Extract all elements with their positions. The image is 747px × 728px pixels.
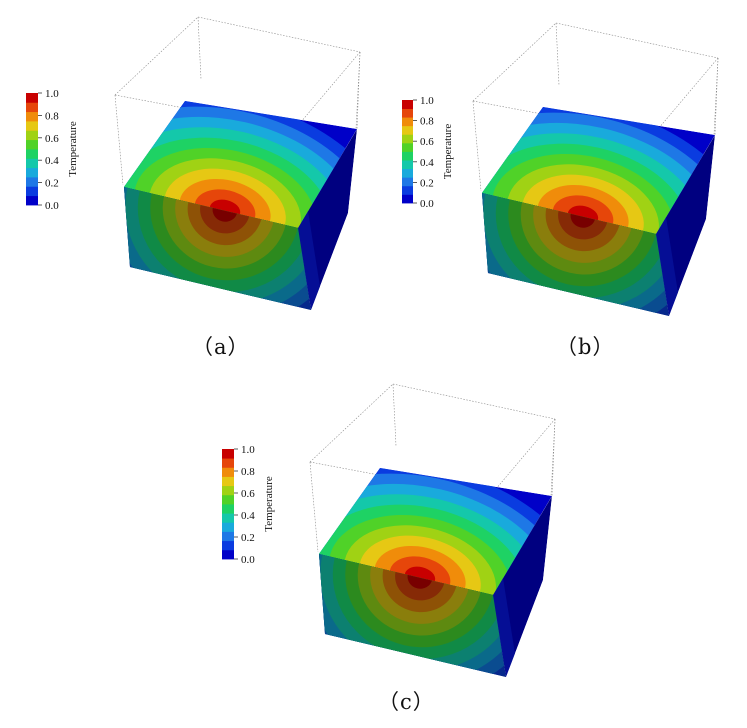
colorbar-segment	[222, 504, 234, 514]
colorbar-segment	[222, 485, 234, 496]
bounding-wireframe-edge	[714, 57, 719, 136]
colorbar-segment	[26, 149, 38, 159]
colorbar-segment	[26, 102, 38, 113]
colorbar-segment	[222, 458, 234, 468]
colorbar-a: 0.0 0.2 0.4 0.6 0.8 1.0 Temperature	[26, 88, 79, 212]
colorbar-b: 0.0 0.2 0.4 0.6 0.8 1.0 Temperature	[402, 95, 454, 210]
bounding-wireframe-edge	[555, 22, 560, 86]
colorbar-c: 0.0 0.2 0.4 0.6 0.8 1.0 Temperature	[222, 444, 275, 566]
colorbar-segment	[402, 177, 413, 187]
colorbar-segment	[402, 142, 413, 152]
colorbar-segment	[222, 522, 234, 532]
right-face	[493, 496, 552, 677]
colorbar-segment	[26, 158, 38, 169]
colorbar-tick-label: 0.4	[45, 155, 59, 167]
bounding-wireframe-edge	[472, 22, 557, 102]
colorbar-tick-label: 0.2	[420, 177, 434, 189]
colorbar-segment	[26, 93, 38, 103]
bounding-wireframe-edge	[197, 16, 361, 53]
colorbar-segment	[26, 111, 38, 122]
bounding-wireframe-edge	[489, 418, 556, 497]
colorbar-segment	[222, 531, 234, 542]
panel-b: 0.0 0.2 0.4 0.6 0.8 1.0 Temperature （b）	[358, 0, 747, 360]
colorbar-title: Temperature	[67, 121, 79, 177]
temperature-box-b	[472, 22, 719, 316]
colorbar-title: Temperature	[263, 476, 275, 532]
colorbar-tick-label: 0.0	[241, 554, 255, 566]
panel-a: 0.0 0.2 0.4 0.6 0.8 1.0 Temperature （a）	[0, 0, 380, 360]
colorbar-tick-label: 0.0	[45, 200, 59, 212]
colorbar-segment	[222, 467, 234, 477]
colorbar-tick-label: 0.4	[241, 510, 255, 522]
bounding-wireframe-edge	[550, 418, 556, 497]
colorbar-segment	[222, 449, 234, 459]
colorbar-segment	[26, 195, 38, 206]
colorbar-segment	[26, 186, 38, 197]
bounding-wireframe-edge	[472, 100, 482, 192]
bounding-wireframe-edge	[392, 383, 397, 447]
bounding-wireframe-edge	[555, 22, 719, 59]
bounding-wireframe-edge	[114, 94, 296, 130]
colorbar-segment	[402, 160, 413, 170]
bounding-wireframe-edge	[551, 418, 556, 497]
right-face-shade	[298, 211, 321, 310]
bounding-wireframe-edge	[294, 51, 361, 130]
bounding-wireframe-edge	[356, 51, 361, 130]
colorbar-tick-label: 1.0	[241, 444, 255, 456]
caption-c: （c）	[378, 690, 435, 714]
bounding-wireframe-edge	[713, 57, 719, 136]
colorbar-tick-label: 0.6	[241, 488, 255, 500]
colorbar-tick-label: 0.8	[45, 110, 59, 122]
panel-c: 0.0 0.2 0.4 0.6 0.8 1.0 Temperature （c）	[196, 362, 596, 728]
bounding-wireframe-edge	[309, 383, 394, 463]
right-face	[298, 129, 357, 310]
colorbar-segment	[222, 476, 234, 487]
colorbar-tick-label: 0.8	[420, 116, 434, 128]
colorbar-tick-label: 0.6	[420, 136, 434, 148]
colorbar-tick-label: 1.0	[420, 95, 434, 107]
colorbar-tick-label: 0.2	[45, 178, 59, 190]
colorbar-tick-label: 0.2	[241, 532, 255, 544]
colorbar-segment	[402, 185, 413, 195]
colorbar-segment	[402, 125, 413, 135]
colorbar-tick-label: 0.6	[45, 133, 59, 145]
colorbar-segment	[402, 194, 413, 204]
bounding-wireframe-edge	[392, 383, 556, 420]
colorbar-title: Temperature	[442, 124, 454, 180]
colorbar-segment	[26, 139, 38, 150]
colorbar-segment	[26, 167, 38, 178]
right-face-shade	[493, 578, 516, 677]
right-face-shade	[656, 217, 679, 316]
colorbar-segment	[222, 540, 234, 551]
bounding-wireframe-edge	[472, 100, 654, 136]
colorbar-tick-label: 1.0	[45, 88, 59, 100]
caption-b: （b）	[556, 335, 615, 359]
colorbar-tick-label: 0.4	[420, 157, 434, 169]
colorbar-segment	[402, 108, 413, 118]
bounding-wireframe-edge	[114, 16, 199, 96]
colorbar-segment	[26, 177, 38, 187]
colorbar-segment	[402, 134, 413, 144]
bounding-wireframe-edge	[652, 57, 719, 136]
colorbar-tick-label: 0.0	[420, 198, 434, 210]
colorbar-segment	[222, 494, 234, 505]
bounding-wireframe-edge	[114, 94, 124, 186]
right-face	[656, 135, 715, 316]
colorbar-segment	[402, 100, 413, 109]
colorbar-segment	[402, 151, 413, 161]
bounding-wireframe-edge	[197, 16, 202, 80]
colorbar-segment	[26, 121, 38, 131]
colorbar-segment	[26, 130, 38, 141]
colorbar-segment	[402, 168, 413, 178]
bounding-wireframe-edge	[309, 461, 319, 553]
temperature-box-c	[309, 383, 556, 677]
bounding-wireframe-edge	[309, 461, 491, 497]
caption-a: （a）	[192, 335, 250, 359]
colorbar-segment	[222, 513, 234, 523]
colorbar-segment	[402, 117, 413, 127]
colorbar-tick-label: 0.8	[241, 466, 255, 478]
colorbar-segment	[222, 549, 234, 560]
temperature-box-a	[114, 16, 361, 310]
